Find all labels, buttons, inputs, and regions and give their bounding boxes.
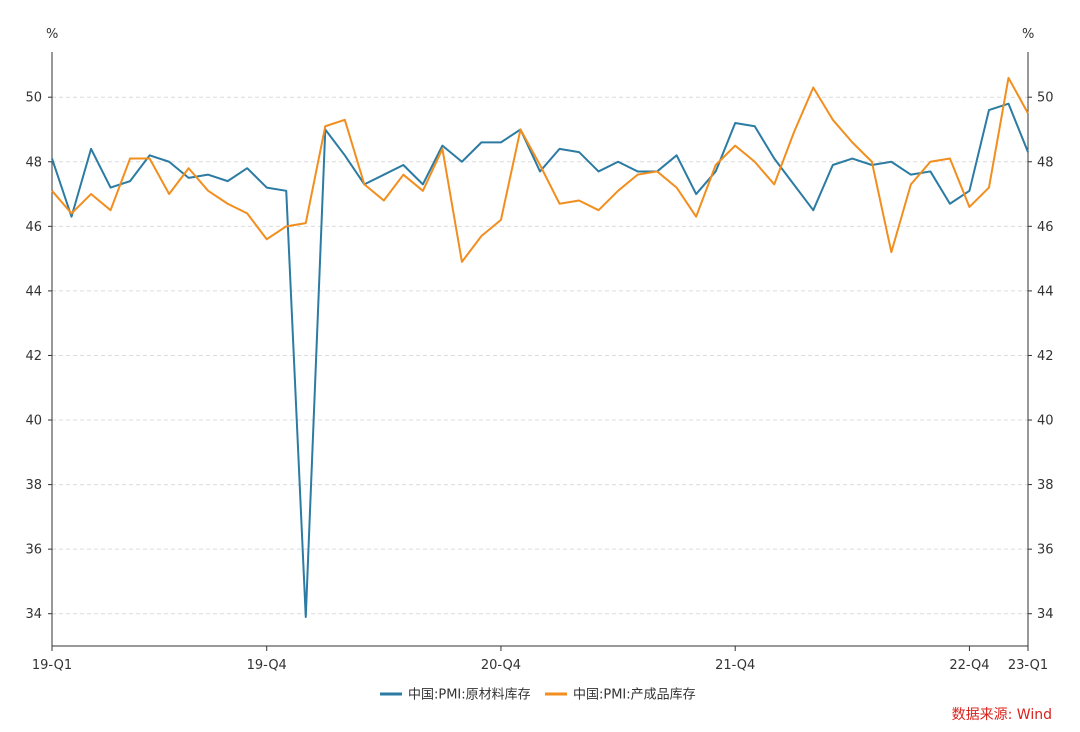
series-line-1 bbox=[51, 102, 1029, 618]
y-tick-label-left: 48 bbox=[25, 155, 42, 170]
legend-label-1: 中国:PMI:原材料库存 bbox=[408, 687, 531, 703]
y-tick-label-left: 38 bbox=[25, 478, 42, 493]
right-y-ticks: 34 36 38 40 42 44 46 48 50 bbox=[1028, 91, 1054, 622]
y-tick-label-right: 40 bbox=[1037, 414, 1054, 429]
x-ticks: 19-Q1 19-Q4 20-Q4 21-Q4 22-Q4 23-Q1 bbox=[32, 646, 1048, 673]
y-tick-label-right: 50 bbox=[1037, 91, 1054, 106]
x-tick-label: 19-Q1 bbox=[32, 658, 72, 673]
left-y-ticks: 34 36 38 40 42 44 46 48 50 bbox=[25, 91, 52, 622]
y-tick-label-left: 40 bbox=[25, 414, 42, 429]
legend-label-2: 中国:PMI:产成品库存 bbox=[573, 687, 696, 703]
left-axis-unit: % bbox=[46, 27, 58, 42]
series-line-2 bbox=[51, 76, 1029, 263]
x-tick-label: 22-Q4 bbox=[949, 658, 989, 673]
y-tick-label-left: 50 bbox=[25, 91, 42, 106]
gridlines bbox=[52, 96, 1028, 615]
y-tick-label-right: 42 bbox=[1037, 349, 1054, 364]
y-tick-label-right: 44 bbox=[1037, 284, 1054, 299]
y-tick-label-right: 38 bbox=[1037, 478, 1054, 493]
y-tick-label-left: 34 bbox=[25, 607, 42, 622]
axes bbox=[51, 52, 1029, 647]
x-tick-label: 20-Q4 bbox=[481, 658, 521, 673]
series-lines bbox=[51, 76, 1029, 618]
y-tick-label-right: 46 bbox=[1037, 220, 1054, 235]
x-tick-label: 19-Q4 bbox=[247, 658, 287, 673]
y-tick-label-right: 48 bbox=[1037, 155, 1054, 170]
right-axis-unit: % bbox=[1022, 27, 1034, 42]
y-tick-label-left: 42 bbox=[25, 349, 42, 364]
y-tick-label-right: 36 bbox=[1037, 543, 1054, 558]
x-tick-label: 21-Q4 bbox=[715, 658, 755, 673]
x-tick-label: 23-Q1 bbox=[1008, 658, 1048, 673]
y-tick-label-left: 46 bbox=[25, 220, 42, 235]
legend: 中国:PMI:原材料库存 中国:PMI:产成品库存 bbox=[380, 687, 696, 703]
y-tick-label-left: 44 bbox=[25, 284, 42, 299]
y-tick-label-left: 36 bbox=[25, 543, 42, 558]
y-tick-label-right: 34 bbox=[1037, 607, 1054, 622]
source-note: 数据来源: Wind bbox=[952, 707, 1052, 723]
